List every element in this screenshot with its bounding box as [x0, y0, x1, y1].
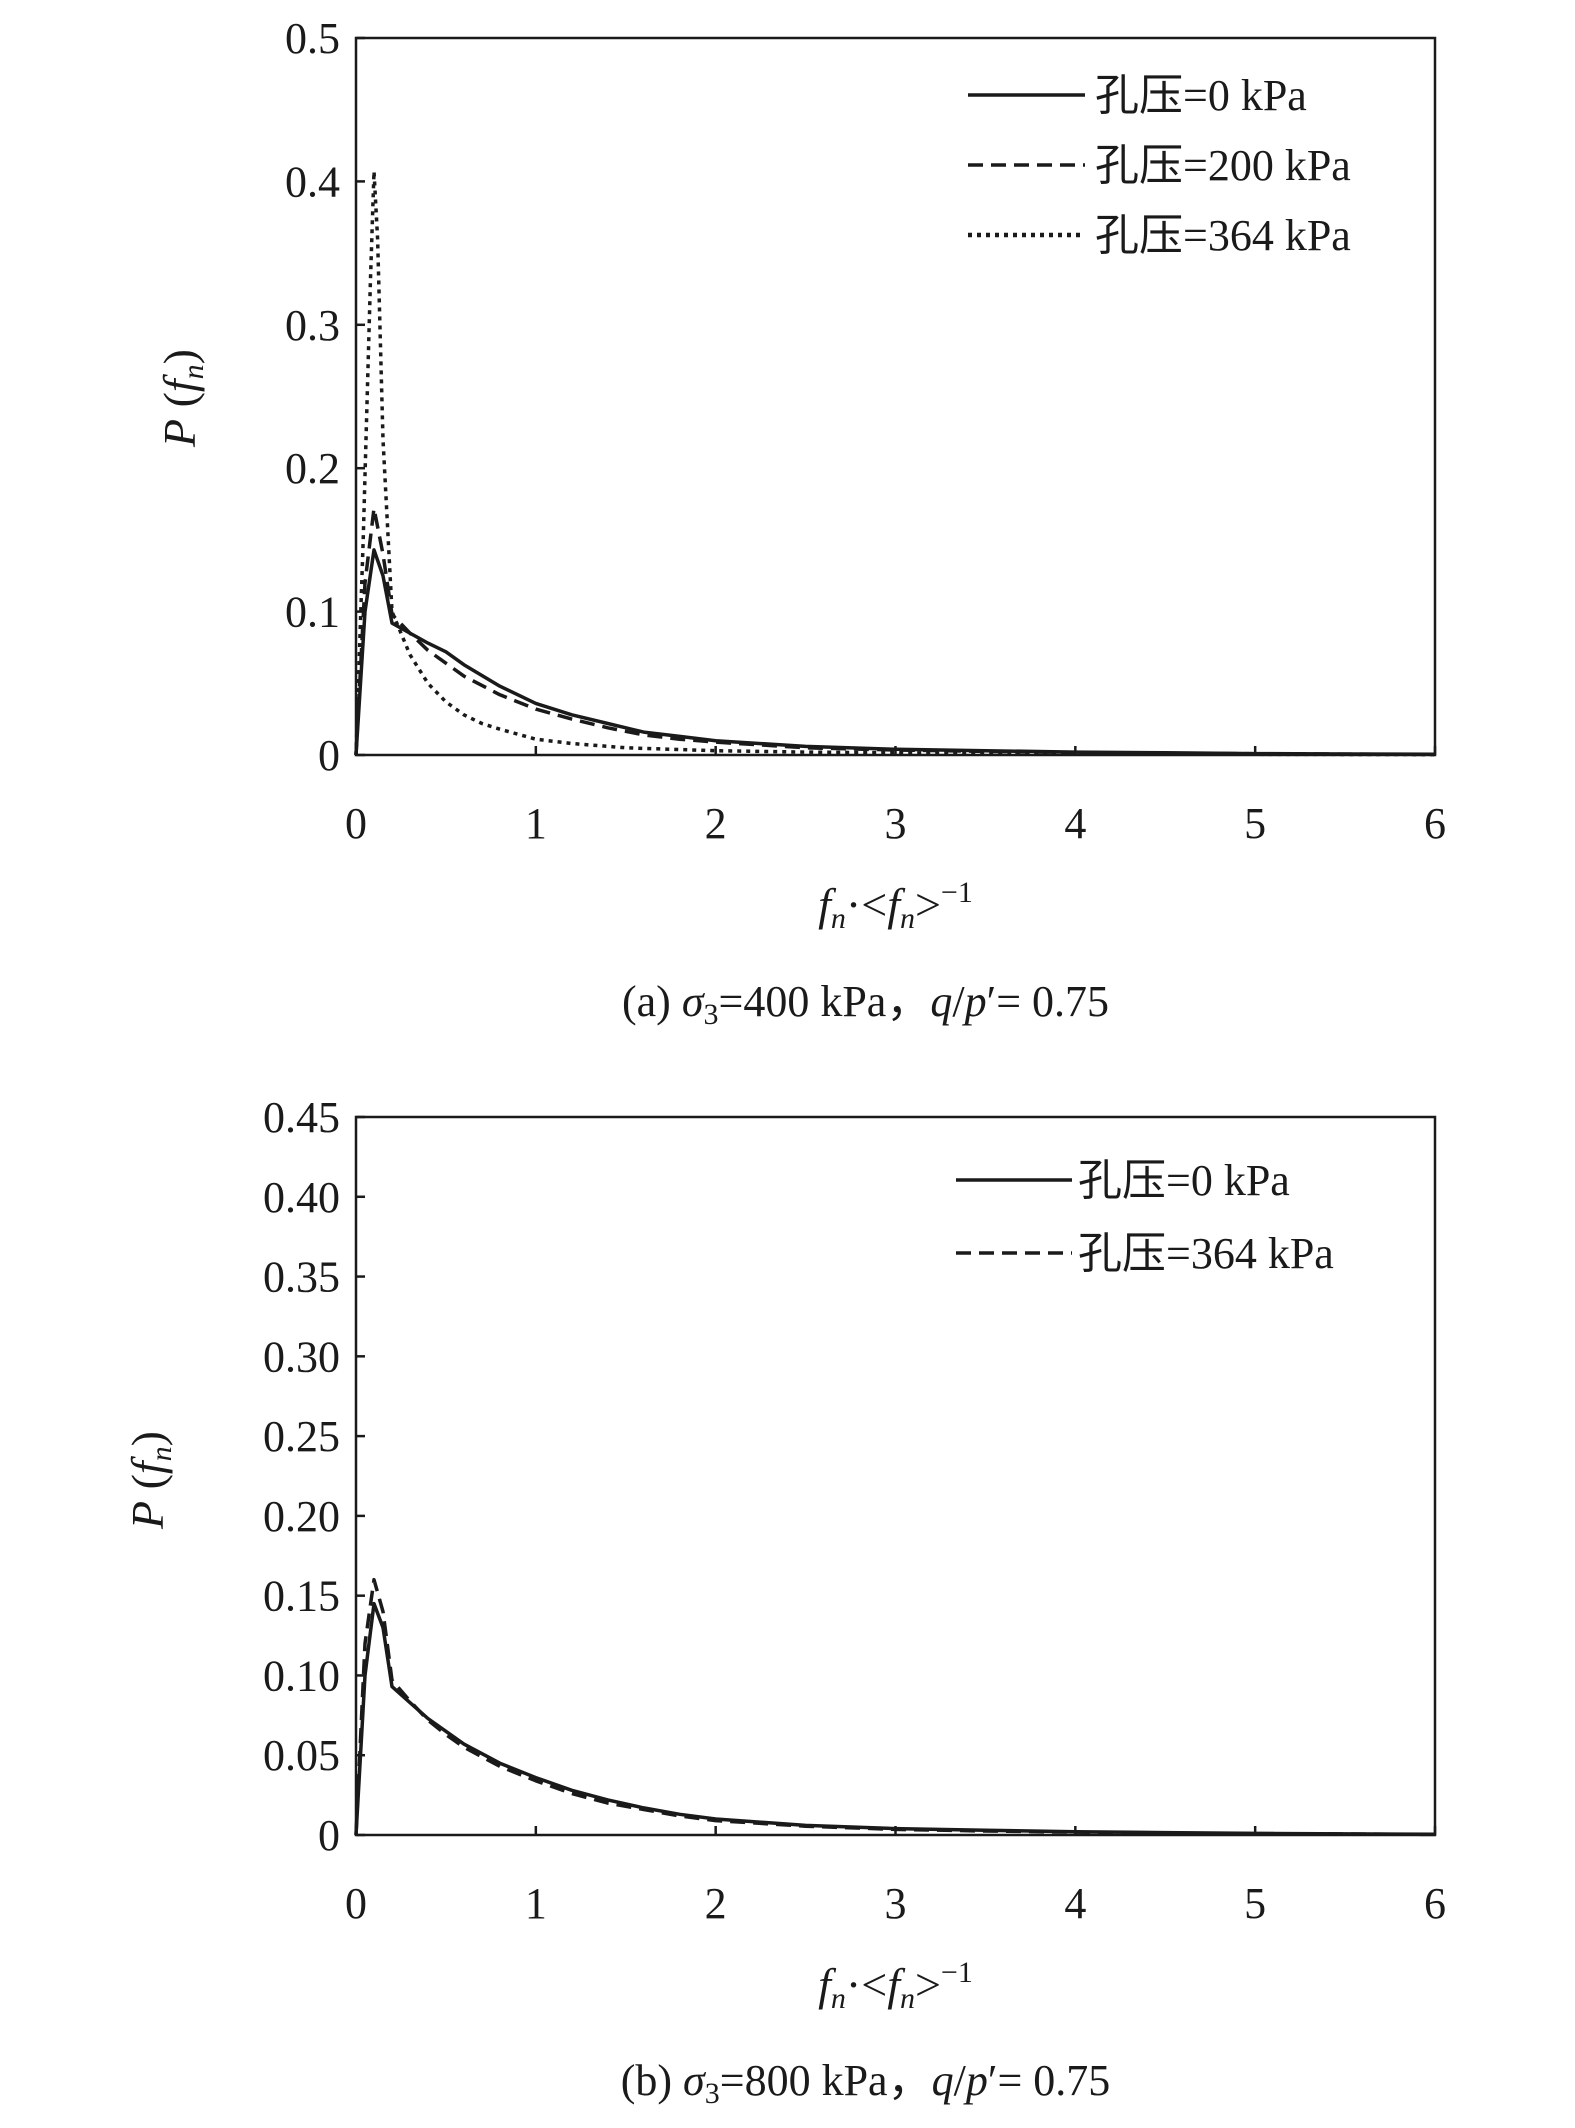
x-tick-label: 6 [1424, 799, 1446, 848]
y-label-open: ( [122, 1474, 173, 1501]
y-tick-label: 0.45 [263, 1093, 340, 1142]
y-label-p: P [122, 1501, 173, 1530]
chart-panel-a: 0 1 2 3 4 5 6 0 0.1 0.2 0.3 0.4 0.5 孔压=0 kPa 孔压=200 kP… [154, 14, 1446, 1031]
caption-p: p [963, 2056, 988, 2105]
x-tick-label: 0 [345, 799, 367, 848]
caption-q: q [932, 2056, 954, 2105]
legend: 孔压=0 kPa 孔压=200 kPa 孔压=364 kPa [968, 71, 1351, 260]
legend-entry-label: 孔压=364 kPa [1095, 211, 1351, 260]
caption-sigma-sub: 3 [704, 998, 719, 1031]
legend-entry-label: 孔压=364 kPa [1078, 1229, 1334, 1278]
y-label-p: P [154, 419, 205, 448]
x-tick-label: 6 [1424, 1879, 1446, 1928]
y-label-close: ) [122, 1431, 173, 1446]
x-tick-label: 4 [1064, 799, 1086, 848]
y-label-sub: n [177, 364, 210, 379]
x-label-mid: ·< [846, 1959, 887, 2010]
y-label-open: ( [154, 392, 205, 419]
series-line-dashed [354, 1577, 1436, 1837]
y-tick-label: 0.15 [263, 1572, 340, 1621]
x-tick-label: 3 [885, 1879, 907, 1928]
chart-panel-b: 0 1 2 3 4 5 6 0 0.05 0.10 0.15 0.20 0.25 0.30 0.35 0.40… [122, 1093, 1446, 2110]
x-tick-label: 5 [1244, 799, 1266, 848]
y-tick-label: 0.1 [285, 588, 340, 637]
x-label-sup: −1 [941, 1956, 973, 1989]
x-tick-label: 1 [525, 799, 547, 848]
x-label-close: > [915, 879, 941, 930]
y-tick-label: 0.20 [263, 1492, 340, 1541]
x-label-sup: −1 [941, 876, 973, 909]
y-tick-label: 0.05 [263, 1731, 340, 1780]
x-label-close: > [915, 1959, 941, 2010]
x-axis-label: fn·<fn>−1 [818, 876, 973, 935]
x-tick-label: 2 [705, 1879, 727, 1928]
series-line-solid [354, 1601, 1436, 1836]
x-label-mid: ·< [846, 879, 887, 930]
series-line-dotted [354, 169, 1436, 757]
x-label-sub: n [831, 902, 846, 935]
caption-prefix: (a) [622, 977, 682, 1026]
caption-sigma: σ [682, 977, 706, 1026]
legend-entry-label: 孔压=0 kPa [1095, 71, 1307, 120]
x-tick-label: 5 [1244, 1879, 1266, 1928]
y-tick-label: 0 [318, 731, 340, 780]
y-tick-label: 0.10 [263, 1651, 340, 1700]
panel-caption: (a) σ3=400 kPa，q/p′= 0.75 [622, 977, 1109, 1031]
caption-sigma-sub: 3 [705, 2077, 720, 2110]
caption-tail: ′= 0.75 [987, 977, 1109, 1026]
caption-mid: =400 kPa， [719, 977, 931, 1026]
x-tick-label: 3 [885, 799, 907, 848]
caption-p: p [962, 977, 987, 1026]
panel-caption: (b) σ3=800 kPa，q/p′= 0.75 [621, 2056, 1111, 2110]
x-tick-label: 1 [525, 1879, 547, 1928]
y-tick-label: 0.30 [263, 1332, 340, 1381]
caption-tail: ′= 0.75 [988, 2056, 1110, 2105]
y-tick-label: 0.3 [285, 301, 340, 350]
y-tick-label: 0.4 [285, 157, 340, 206]
x-label-sub: n [900, 1982, 915, 2015]
caption-prefix: (b) [621, 2056, 683, 2105]
series-line-solid [354, 548, 1436, 757]
x-tick-label: 2 [705, 799, 727, 848]
legend-entry-label: 孔压=200 kPa [1095, 141, 1351, 190]
y-tick-label: 0.40 [263, 1173, 340, 1222]
y-tick-label: 0.25 [263, 1412, 340, 1461]
caption-q: q [930, 977, 952, 1026]
caption-slash: / [954, 2056, 967, 2105]
x-tick-label: 4 [1064, 1879, 1086, 1928]
x-axis-label: fn·<fn>−1 [818, 1956, 973, 2015]
y-tick-label: 0.2 [285, 444, 340, 493]
y-tick-label: 0 [318, 1811, 340, 1860]
x-tick-label: 0 [345, 1879, 367, 1928]
y-label-sub: n [145, 1446, 178, 1461]
y-axis-label: P (fn) [122, 1431, 178, 1530]
caption-sigma: σ [683, 2056, 707, 2105]
y-tick-label: 0.35 [263, 1253, 340, 1302]
plot-frame [354, 1115, 1437, 1837]
legend-entry-label: 孔压=0 kPa [1078, 1156, 1290, 1205]
caption-slash: / [952, 977, 965, 1026]
y-label-close: ) [154, 349, 205, 364]
y-tick-label: 0.5 [285, 14, 340, 63]
x-label-sub: n [900, 902, 915, 935]
caption-mid: =800 kPa， [720, 2056, 932, 2105]
legend: 孔压=0 kPa 孔压=364 kPa [956, 1156, 1334, 1278]
y-axis-label: P (fn) [154, 349, 210, 448]
series-line-dashed [354, 506, 1436, 757]
x-label-sub: n [831, 1982, 846, 2015]
